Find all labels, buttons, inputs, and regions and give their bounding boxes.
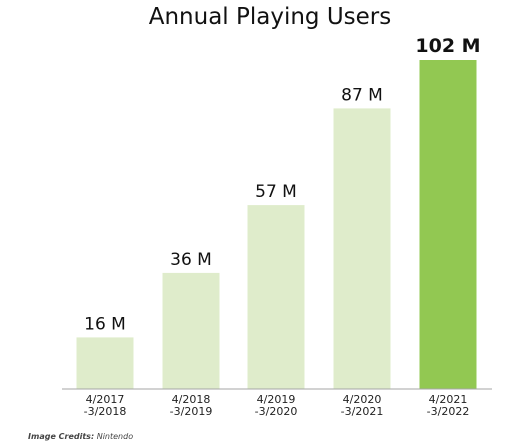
bar-1 bbox=[162, 272, 220, 389]
bar-3 bbox=[333, 108, 391, 390]
bar-0 bbox=[76, 337, 134, 389]
image-credit-label: Image Credits: bbox=[28, 432, 95, 441]
bar-value-label-4: 102 M bbox=[415, 35, 480, 57]
x-tick-label-2-0: 4/2019 bbox=[257, 393, 296, 406]
bar-value-label-3: 87 M bbox=[341, 85, 383, 105]
x-tick-label-1-1: -3/2019 bbox=[170, 405, 213, 418]
x-tick-label-1-0: 4/2018 bbox=[172, 393, 211, 406]
x-tick-label-4-1: -3/2022 bbox=[427, 405, 470, 418]
x-tick-label-0-1: -3/2018 bbox=[84, 405, 127, 418]
bar-4 bbox=[419, 60, 477, 389]
chart-title: Annual Playing Users bbox=[149, 4, 392, 30]
bar-value-label-1: 36 M bbox=[170, 250, 212, 270]
bars-group: 16 M 4/2017-3/2018 36 M 4/2018-3/2019 57 M 4/… bbox=[76, 35, 481, 418]
x-tick-label-0-0: 4/2017 bbox=[86, 393, 125, 406]
x-tick-label-2-1: -3/2020 bbox=[255, 405, 298, 418]
bar-value-label-2: 57 M bbox=[255, 182, 297, 202]
x-tick-label-3-0: 4/2020 bbox=[343, 393, 382, 406]
x-tick-label-3-1: -3/2021 bbox=[341, 405, 384, 418]
image-credit-source: Nintendo bbox=[96, 432, 134, 441]
bar-2 bbox=[247, 205, 305, 389]
image-credit: Image Credits: Nintendo bbox=[28, 432, 133, 441]
x-tick-label-4-0: 4/2021 bbox=[429, 393, 468, 406]
bar-value-label-0: 16 M bbox=[84, 314, 126, 334]
